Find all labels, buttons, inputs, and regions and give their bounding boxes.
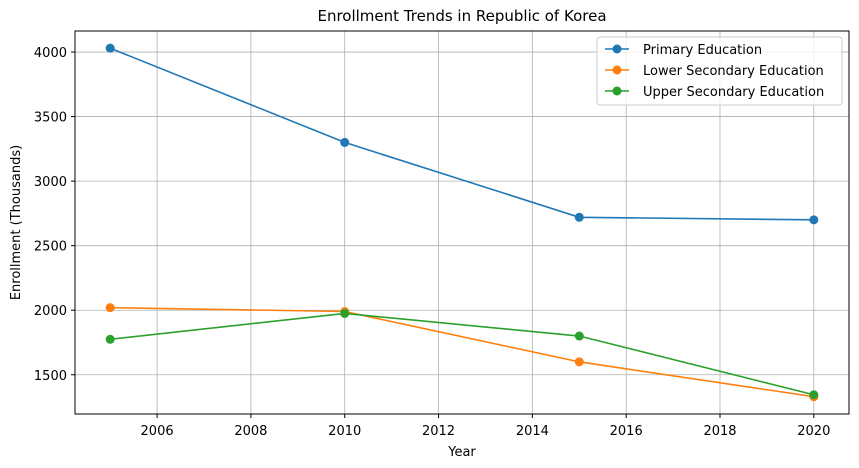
y-tick-label: 3500 [34,111,67,126]
x-axis-title: Year [447,445,476,460]
legend-item: Primary Education [605,43,762,58]
x-tick-label: 2010 [328,424,361,439]
series-layer [105,43,819,402]
y-axis-title: Enrollment (Thousands) [9,145,24,300]
y-tick-label: 2500 [34,240,67,255]
ticks-layer: 2006 2008 2010 2012 2014 2016 2018 2020 1500 2000… [34,46,830,439]
legend-item: Lower Secondary Education [605,64,824,79]
legend-item: Upper Secondary Education [605,85,824,100]
data-point [340,308,350,318]
x-tick-label: 2008 [234,424,267,439]
x-tick-label: 2020 [797,424,830,439]
chart-title: Enrollment Trends in Republic of Korea [317,7,606,25]
series-line [110,306,814,398]
legend-label: Primary Education [643,43,762,58]
legend-marker [612,44,622,54]
series-line [109,47,814,221]
legend-label: Lower Secondary Education [643,64,824,79]
y-tick-label: 3000 [34,175,67,190]
x-tick-label: 2006 [141,424,174,439]
x-tick-label: 2018 [703,424,736,439]
data-point [574,331,584,341]
x-tick-label: 2012 [422,424,455,439]
data-point [574,212,584,222]
data-point [340,137,350,147]
y-tick-label: 2000 [34,304,67,319]
series-2 [105,308,819,400]
legend-marker [612,65,622,75]
legend-box [596,36,843,106]
legend: Primary Education Lower Secondary Educati… [596,36,843,106]
x-tick-label: 2014 [516,424,549,439]
series-1 [105,303,819,402]
series-0 [105,43,819,225]
data-point [105,43,115,53]
legend-marker [612,86,622,96]
data-point [809,390,819,400]
data-point [105,334,115,344]
plot-frame [74,30,850,415]
y-tick-label: 4000 [34,46,67,61]
legend-label: Upper Secondary Education [643,85,824,100]
series-line [110,312,815,396]
y-tick-label: 1500 [34,369,67,384]
x-tick-label: 2016 [610,424,643,439]
data-point [574,357,584,367]
data-point [105,303,115,313]
data-point [809,215,819,225]
